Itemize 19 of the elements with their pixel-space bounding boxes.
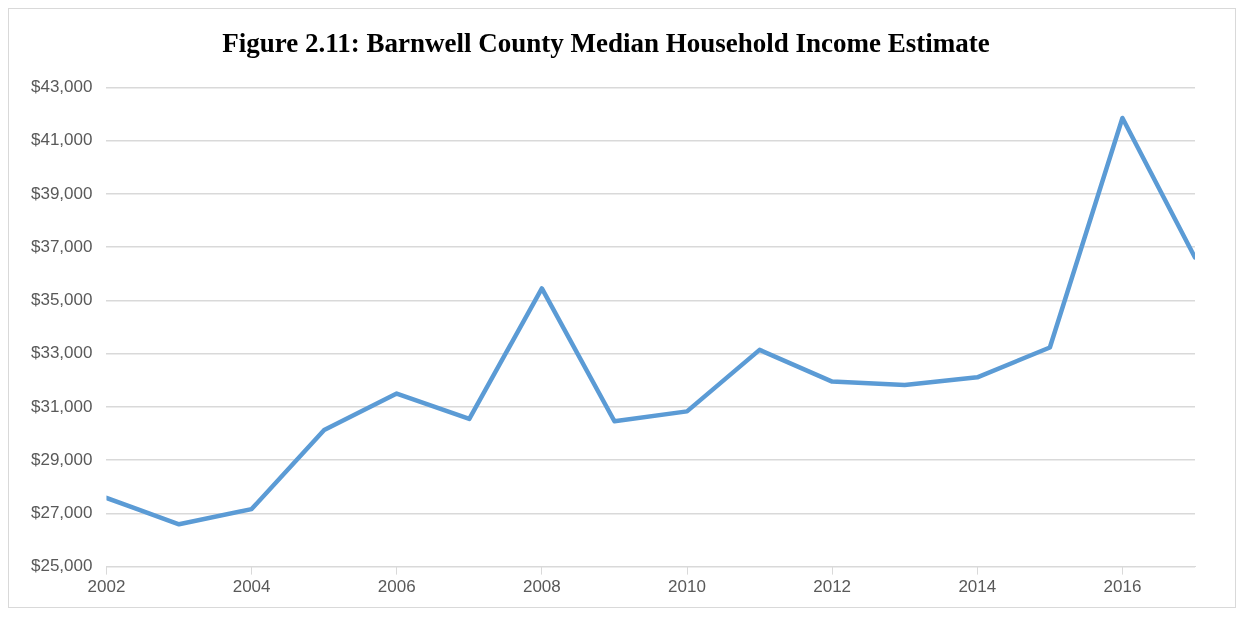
y-tick-label: $43,000 bbox=[31, 77, 93, 97]
x-tick-label: 2014 bbox=[958, 577, 997, 597]
x-tick-label: 2002 bbox=[87, 577, 126, 597]
y-tick-label: $39,000 bbox=[31, 183, 93, 203]
y-tick-label: $41,000 bbox=[31, 130, 93, 150]
x-tick-label: 2010 bbox=[668, 577, 706, 597]
x-tick-label: 2004 bbox=[232, 577, 271, 597]
x-tick-label: 2012 bbox=[813, 577, 852, 597]
y-tick-label: $31,000 bbox=[31, 396, 93, 416]
chart-title: Figure 2.11: Barnwell County Median Household Income Estimate bbox=[222, 28, 990, 59]
y-tick-label: $33,000 bbox=[31, 343, 93, 363]
y-tick-label: $27,000 bbox=[31, 503, 93, 523]
x-tick-label: 2008 bbox=[522, 577, 561, 597]
x-tick-label: 2016 bbox=[1103, 577, 1142, 597]
y-tick-label: $25,000 bbox=[31, 556, 93, 576]
y-tick-label: $35,000 bbox=[31, 290, 93, 310]
x-tick-label: 2006 bbox=[377, 577, 416, 597]
y-tick-label: $37,000 bbox=[31, 236, 93, 256]
y-tick-label: $29,000 bbox=[31, 449, 93, 469]
